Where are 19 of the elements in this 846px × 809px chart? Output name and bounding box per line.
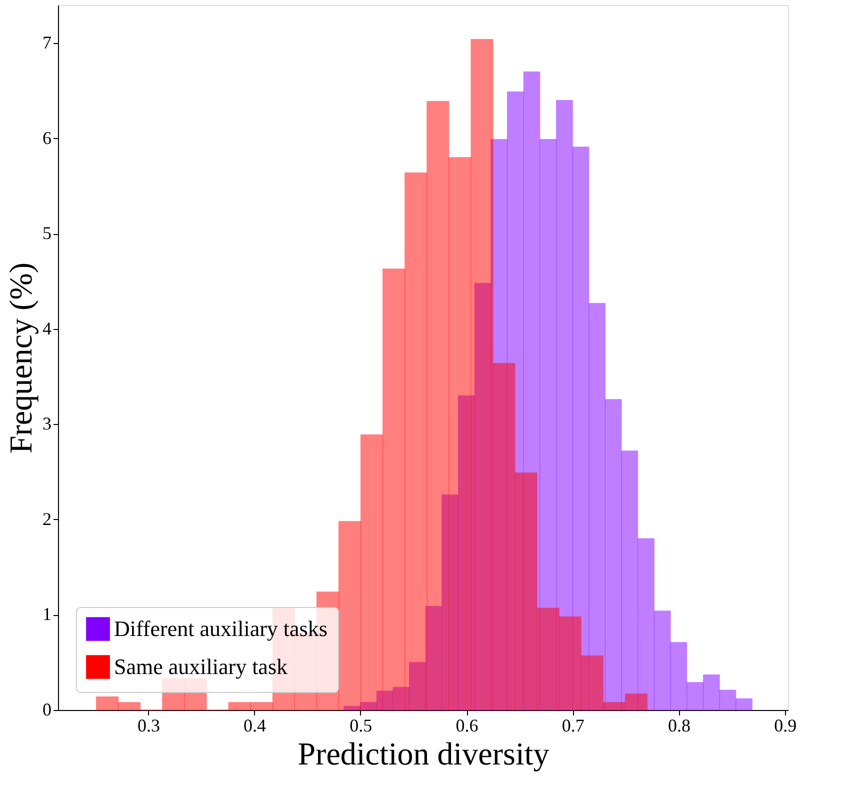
y-tick-label: 2: [42, 508, 52, 529]
x-tick-label: 0.3: [137, 716, 160, 736]
y-tick-label: 3: [42, 414, 52, 434]
y-tick-label: 6: [42, 128, 52, 148]
y-tick-label: 0: [42, 700, 52, 720]
y-tick-label: 1: [42, 604, 52, 624]
x-axis-title: Prediction diversity: [298, 736, 550, 772]
x-tick-label: 0.4: [244, 716, 266, 736]
legend-label: Same auxiliary task: [114, 654, 288, 679]
x-tick-label: 0.8: [668, 716, 690, 736]
y-axis-title: Frequency (%): [2, 262, 38, 454]
y-tick-label: 7: [42, 32, 52, 53]
x-tick-label: 0.9: [774, 716, 797, 736]
legend-label: Different auxiliary tasks: [114, 616, 328, 641]
y-tick-label: 4: [42, 318, 52, 338]
x-tick-label: 0.6: [456, 716, 478, 736]
y-tick-label: 5: [42, 223, 52, 244]
x-tick-label: 0.7: [562, 716, 584, 736]
x-tick-label: 0.5: [350, 716, 372, 736]
